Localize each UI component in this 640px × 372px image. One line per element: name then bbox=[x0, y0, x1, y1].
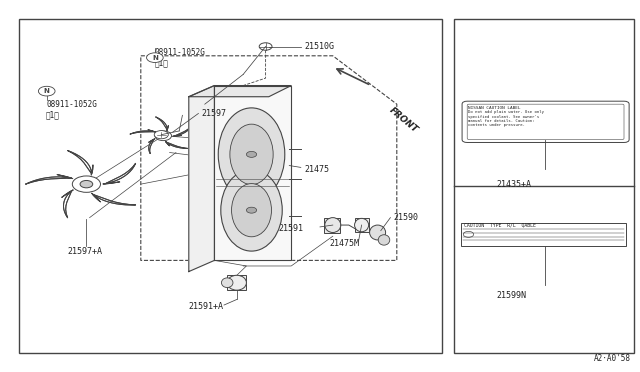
Bar bbox=[227, 275, 246, 290]
Text: NISSAN CAUTION LABEL: NISSAN CAUTION LABEL bbox=[468, 106, 521, 110]
Circle shape bbox=[155, 131, 172, 141]
Bar bbox=[454, 19, 634, 353]
Text: N: N bbox=[44, 88, 50, 94]
Ellipse shape bbox=[232, 183, 271, 237]
Text: 21597+A: 21597+A bbox=[67, 247, 102, 256]
Text: A2·A0'58: A2·A0'58 bbox=[593, 354, 630, 363]
Polygon shape bbox=[189, 86, 214, 272]
FancyBboxPatch shape bbox=[462, 101, 629, 142]
Bar bbox=[324, 218, 340, 232]
Circle shape bbox=[246, 207, 257, 213]
Polygon shape bbox=[103, 163, 136, 184]
Text: CAUTION  TYPE  R/L  QABLE: CAUTION TYPE R/L QABLE bbox=[464, 222, 536, 227]
Ellipse shape bbox=[221, 169, 282, 251]
Text: 21590: 21590 bbox=[394, 213, 419, 222]
Text: N: N bbox=[152, 55, 158, 61]
Text: 08911-1052G
（1）: 08911-1052G （1） bbox=[46, 100, 97, 120]
Polygon shape bbox=[26, 174, 72, 184]
Text: 21591: 21591 bbox=[278, 224, 303, 233]
Text: 08911-1052G
（1）: 08911-1052G （1） bbox=[155, 48, 205, 68]
Ellipse shape bbox=[218, 108, 285, 201]
Text: 21475: 21475 bbox=[304, 165, 329, 174]
Polygon shape bbox=[173, 126, 192, 136]
Bar bbox=[461, 223, 626, 246]
Polygon shape bbox=[130, 130, 156, 134]
Ellipse shape bbox=[355, 218, 369, 232]
Circle shape bbox=[72, 176, 100, 192]
Circle shape bbox=[154, 131, 168, 139]
Text: Do not add plain water. Use only: Do not add plain water. Use only bbox=[468, 110, 545, 115]
Text: 21591+A: 21591+A bbox=[189, 302, 224, 311]
Text: 21510G: 21510G bbox=[304, 42, 334, 51]
Text: 21435+A: 21435+A bbox=[496, 180, 531, 189]
Text: manual for details. Caution:: manual for details. Caution: bbox=[468, 119, 535, 123]
Circle shape bbox=[259, 43, 272, 50]
Ellipse shape bbox=[378, 235, 390, 245]
Ellipse shape bbox=[370, 225, 385, 240]
Polygon shape bbox=[148, 139, 155, 154]
Circle shape bbox=[159, 134, 167, 138]
Bar bbox=[355, 218, 369, 232]
Ellipse shape bbox=[221, 278, 233, 288]
Circle shape bbox=[38, 86, 55, 96]
Text: 21475M: 21475M bbox=[330, 239, 360, 248]
Ellipse shape bbox=[230, 124, 273, 185]
Circle shape bbox=[80, 180, 93, 188]
Polygon shape bbox=[189, 86, 291, 97]
Polygon shape bbox=[214, 86, 291, 260]
Text: FRONT: FRONT bbox=[387, 106, 419, 135]
Polygon shape bbox=[68, 151, 93, 175]
Text: 21599N: 21599N bbox=[496, 291, 526, 300]
Polygon shape bbox=[166, 141, 188, 148]
Circle shape bbox=[246, 151, 257, 157]
Polygon shape bbox=[62, 190, 73, 218]
Polygon shape bbox=[92, 193, 136, 205]
Bar bbox=[19, 19, 442, 353]
Ellipse shape bbox=[325, 218, 341, 232]
Text: contents under pressure.: contents under pressure. bbox=[468, 123, 525, 127]
Polygon shape bbox=[156, 117, 168, 131]
Ellipse shape bbox=[227, 275, 246, 290]
Circle shape bbox=[147, 53, 163, 62]
Text: 21597: 21597 bbox=[202, 109, 227, 118]
Text: specified coolant. See owner's: specified coolant. See owner's bbox=[468, 115, 540, 119]
